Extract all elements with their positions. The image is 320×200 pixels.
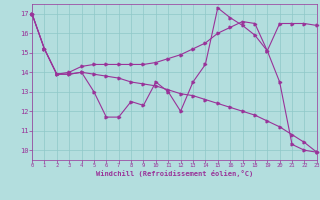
- X-axis label: Windchill (Refroidissement éolien,°C): Windchill (Refroidissement éolien,°C): [96, 170, 253, 177]
